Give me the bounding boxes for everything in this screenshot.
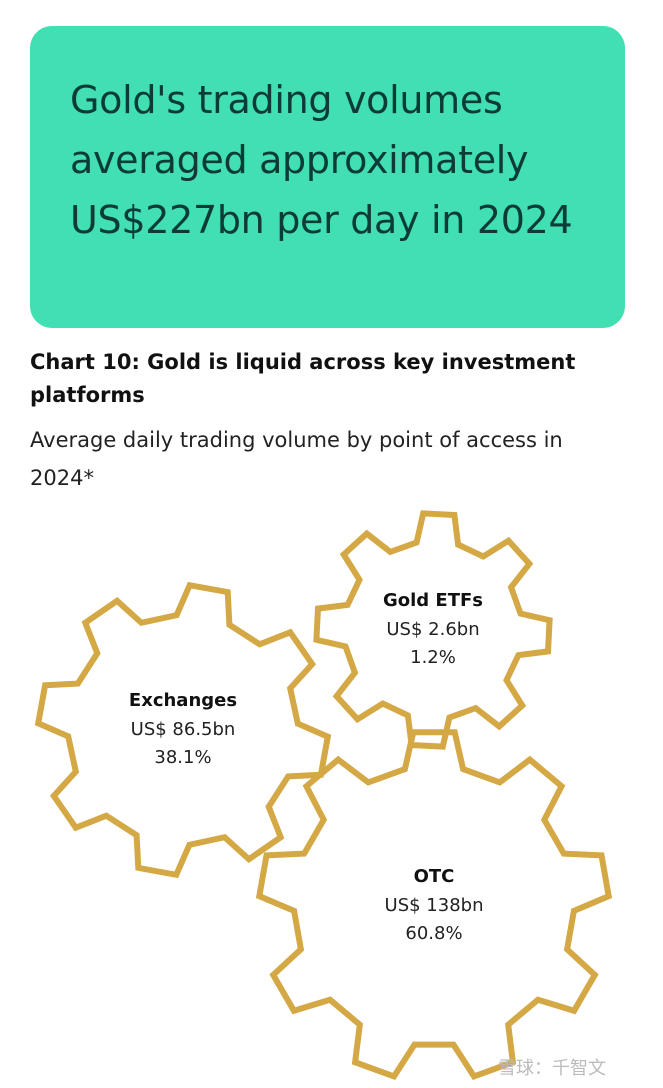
gear-otc: OTC US$ 138bn 60.8% xyxy=(255,729,613,1081)
gear-outline-exchanges xyxy=(34,581,332,879)
chart-title: Chart 10: Gold is liquid across key inve… xyxy=(30,350,576,407)
gear-share-otc: 60.8% xyxy=(405,923,462,944)
gear-value-gold-etfs: US$ 2.6bn xyxy=(386,619,479,640)
hero-banner: Gold's trading volumes averaged approxim… xyxy=(30,26,625,328)
gear-gold-etfs: Gold ETFs US$ 2.6bn 1.2% xyxy=(313,510,553,750)
gear-share-gold-etfs: 1.2% xyxy=(410,647,456,668)
gear-label-otc: OTC xyxy=(414,866,455,887)
gear-outline-gold-etfs xyxy=(313,510,553,750)
hero-title: Gold's trading volumes averaged approxim… xyxy=(70,78,573,242)
watermark: 雪球：千智文 xyxy=(498,1058,606,1079)
gear-label-exchanges: Exchanges xyxy=(129,690,237,711)
gear-share-exchanges: 38.1% xyxy=(154,747,211,768)
chart-subtitle: Average daily trading volume by point of… xyxy=(30,428,563,490)
gear-value-exchanges: US$ 86.5bn xyxy=(131,719,236,740)
gear-value-otc: US$ 138bn xyxy=(385,895,484,916)
gear-outline-otc xyxy=(255,729,613,1081)
gear-label-gold-etfs: Gold ETFs xyxy=(383,590,483,611)
gear-exchanges: Exchanges US$ 86.5bn 38.1% xyxy=(34,581,332,879)
